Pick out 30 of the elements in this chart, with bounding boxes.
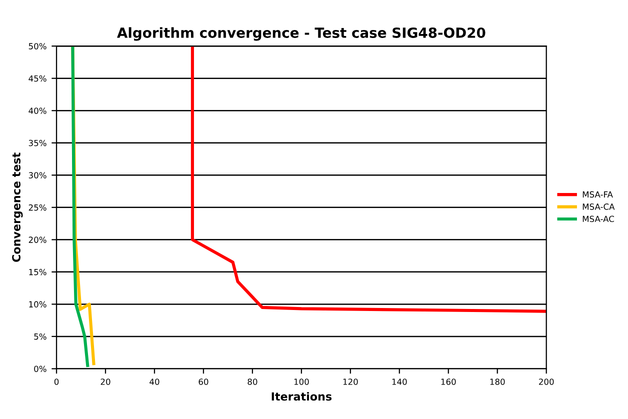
y-tick-label: 50%: [28, 43, 46, 50]
legend-label: MSA-FA: [582, 191, 613, 198]
legend-label: MSA-CA: [582, 204, 615, 210]
y-axis-title: Convergence test: [12, 152, 23, 262]
y-tick-label: 35%: [28, 140, 46, 146]
x-tick-label: 180: [490, 378, 505, 385]
y-tick-label: 40%: [28, 108, 46, 114]
y-tick-label: 30%: [28, 172, 46, 178]
x-tick-label: 160: [441, 378, 456, 385]
y-tick-label: 5%: [34, 333, 46, 340]
x-tick-label: 60: [198, 378, 208, 385]
y-tick-label: 15%: [29, 268, 46, 276]
y-tick-label: 25%: [28, 204, 46, 211]
x-tick-label: 40: [150, 378, 160, 385]
x-tick-label: 120: [343, 378, 358, 385]
y-tick-label: 45%: [28, 75, 46, 82]
y-tick-label: 20%: [28, 236, 46, 243]
x-tick-label: 80: [248, 378, 258, 385]
x-tick-label: 140: [392, 378, 407, 385]
x-tick-label: 0: [54, 378, 59, 385]
y-tick-label: 10%: [29, 301, 46, 308]
line-series: [71, 46, 90, 368]
chart-title: Algorithm convergence - Test case SIG48-OD20: [117, 27, 486, 41]
legend-label: MSA-AC: [582, 216, 614, 222]
x-axis-title: Iterations: [272, 392, 332, 401]
x-tick-label: 100: [294, 378, 309, 385]
x-tick-label: 20: [100, 378, 110, 385]
x-tick-label: 200: [539, 378, 554, 385]
y-tick-label: 0%: [34, 366, 46, 372]
line-series: [190, 46, 546, 313]
